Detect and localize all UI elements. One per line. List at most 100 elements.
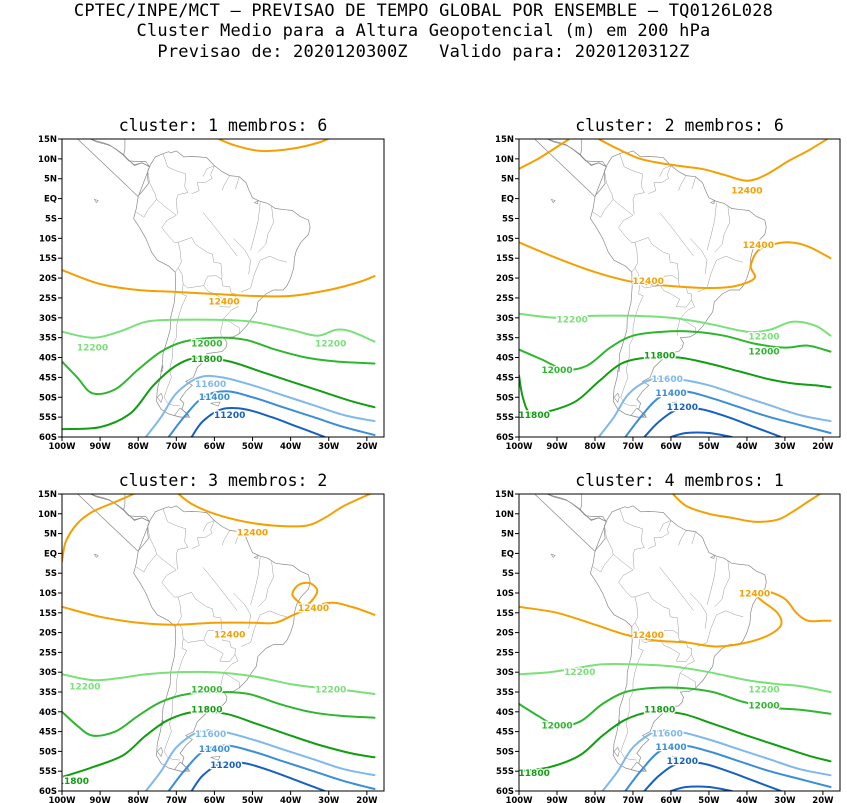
contour-label: 11400	[199, 745, 230, 755]
lat-tick-label: 15N	[495, 490, 514, 500]
lat-tick-label: 5N	[44, 175, 57, 185]
lat-tick-label: 35S	[39, 688, 57, 698]
contour-label: 12400	[731, 186, 762, 196]
panel-title: cluster: 4 membros: 1	[575, 471, 784, 490]
country-border	[620, 638, 644, 761]
lat-tick-label: 10N	[38, 510, 57, 520]
lat-tick-label: EQ	[44, 549, 57, 559]
country-border	[691, 176, 696, 190]
lon-tick-label: 50W	[242, 442, 264, 452]
lat-tick-label: 25S	[496, 648, 514, 658]
contour-12000	[519, 686, 832, 727]
country-border	[689, 238, 708, 275]
country-border	[136, 554, 157, 573]
map-panel-3: cluster: 3 membros: 2 12400 12400 12400 1220…	[38, 471, 385, 803]
country-border	[147, 170, 177, 216]
contour-label: 12200	[557, 316, 588, 326]
country-border	[221, 175, 230, 191]
country-border	[220, 318, 224, 336]
map-frame	[518, 493, 841, 792]
contour-11200	[643, 406, 783, 437]
lat-tick-label: 5N	[501, 530, 514, 540]
country-border	[620, 283, 644, 407]
lon-tick-label: 90W	[89, 796, 111, 803]
main-title: CPTEC/INPE/MCT – PREVISAO DE TEMPO GLOBA…	[73, 1, 774, 21]
lat-tick-label: 30S	[39, 314, 57, 324]
lat-tick-label: 10S	[39, 589, 57, 599]
country-border	[604, 170, 634, 216]
island	[667, 401, 678, 407]
lat-tick-label: 50S	[496, 747, 514, 757]
contour-label: 12200	[564, 668, 595, 678]
contour-label: 12200	[77, 343, 108, 353]
map-frame	[61, 493, 385, 792]
country-border	[678, 175, 687, 191]
contour-label: 12400	[237, 529, 268, 539]
country-border	[689, 592, 708, 629]
lat-tick-label: 35S	[39, 334, 57, 344]
island	[616, 365, 620, 372]
contour-12400	[291, 581, 319, 606]
contour-label: 11200	[667, 757, 698, 767]
lon-tick-label: 50W	[242, 796, 264, 803]
lat-tick-label: 5N	[501, 175, 514, 185]
country-border	[177, 622, 222, 643]
contour-11400	[624, 744, 832, 791]
country-border	[220, 672, 224, 691]
lat-tick-label: EQ	[501, 195, 514, 205]
island	[93, 553, 99, 558]
contour-label: 11200	[214, 411, 245, 421]
lon-tick-label: 90W	[89, 442, 111, 452]
country-border	[214, 226, 238, 257]
island	[710, 554, 716, 559]
contour-12400	[519, 139, 572, 170]
country-border	[235, 176, 240, 190]
country-border	[162, 508, 189, 570]
lat-tick-label: 10S	[496, 589, 514, 599]
lon-tick-label: 90W	[546, 796, 568, 803]
island	[253, 554, 259, 559]
country-border	[162, 153, 189, 215]
lat-tick-label: 20S	[496, 629, 514, 639]
coastline	[77, 139, 311, 418]
country-border	[670, 580, 694, 611]
contour-label: 12000	[191, 339, 222, 349]
country-border	[177, 267, 222, 289]
contour-label: 12400	[214, 630, 245, 640]
country-border	[648, 165, 672, 195]
contour-label: 12200	[748, 686, 779, 696]
contour-11600	[601, 729, 832, 791]
lat-tick-label: 30S	[496, 668, 514, 678]
lat-tick-label: 50S	[496, 393, 514, 403]
country-border	[670, 226, 694, 257]
panel-title: cluster: 2 membros: 6	[575, 116, 784, 135]
lat-tick-label: 40S	[39, 354, 57, 364]
contour-12400	[62, 601, 376, 626]
lat-tick-label: 25S	[39, 294, 57, 304]
contour-12000	[62, 336, 376, 396]
lat-tick-label: 50S	[39, 747, 57, 757]
contour-12200	[62, 670, 376, 695]
country-border	[691, 531, 696, 544]
lon-tick-label: 70W	[622, 442, 644, 452]
lat-tick-label: 45S	[39, 373, 57, 383]
lon-tick-label: 20W	[812, 796, 834, 803]
lon-tick-label: 30W	[774, 796, 796, 803]
contour-label: 11800	[191, 706, 222, 716]
lon-tick-label: 70W	[166, 796, 188, 803]
contour-label: 12200	[315, 686, 346, 696]
contour-11800	[62, 356, 376, 431]
contour-label: 11400	[655, 743, 686, 753]
contour-11600	[144, 374, 376, 437]
country-border	[163, 283, 187, 407]
lat-tick-label: 15S	[39, 254, 57, 264]
lon-tick-label: 80W	[128, 442, 150, 452]
country-border	[604, 525, 634, 571]
contour-12400	[216, 139, 331, 153]
coastline	[534, 139, 767, 418]
contour-11400	[624, 390, 832, 437]
country-border	[714, 206, 731, 253]
contour-11800	[62, 710, 376, 779]
central-america-coast	[546, 139, 607, 168]
caribbean-coast	[580, 494, 607, 522]
